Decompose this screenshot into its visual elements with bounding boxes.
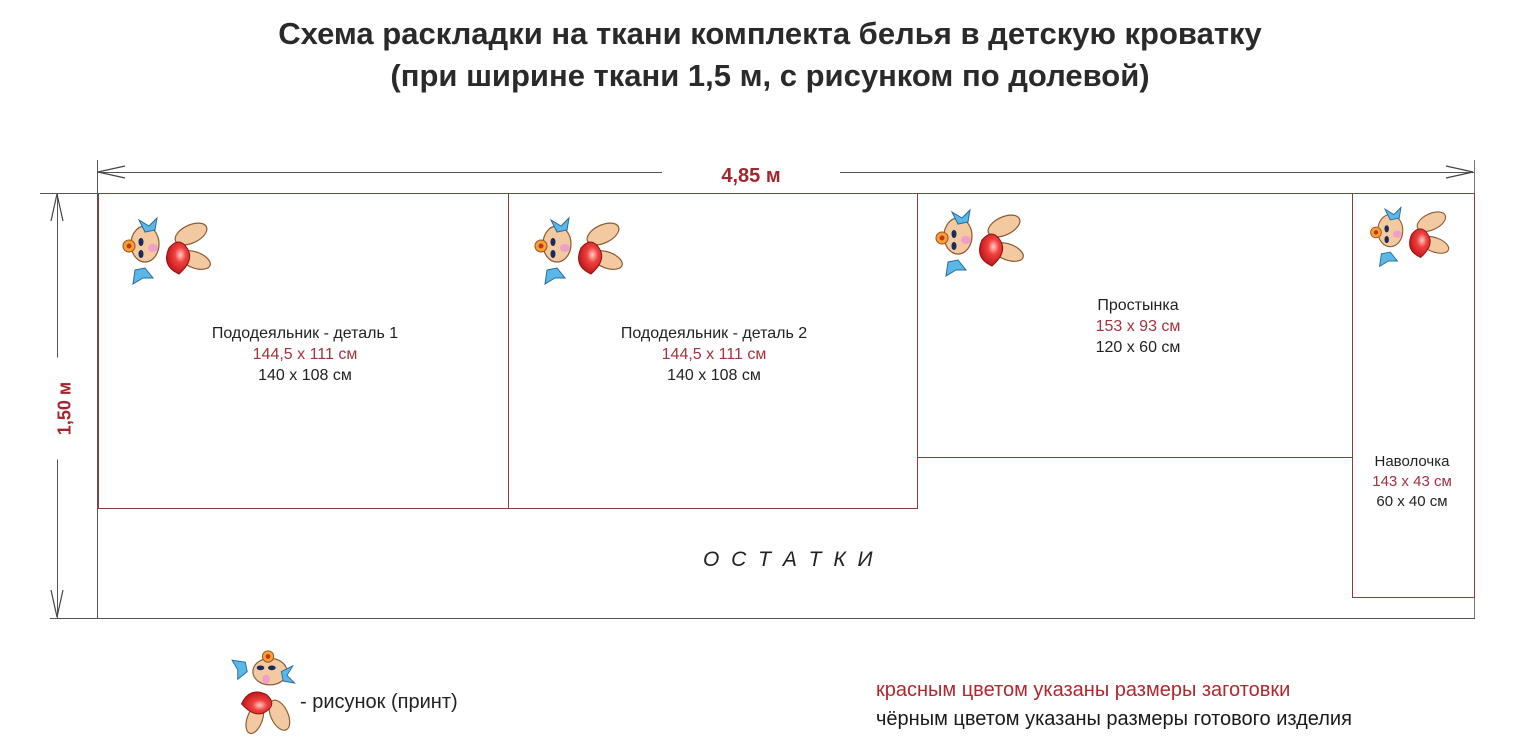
extension-line-left: [97, 160, 98, 618]
width-label: 1,50 м: [54, 357, 76, 460]
extension-line-top: [40, 193, 97, 194]
legend-black-note: чёрным цветом указаны размеры готового и…: [876, 708, 1352, 730]
arrow-right-icon: [1445, 165, 1474, 179]
legend-print-label: - рисунок (принт): [300, 691, 458, 713]
bunny-print-icon: [932, 204, 1027, 289]
piece-name: Наволочка: [1374, 453, 1450, 470]
piece-label-duvet-part1: Пододеяльник - деталь 1 144,5 x 111 см 1…: [212, 323, 398, 386]
bunny-print-icon: [119, 212, 214, 297]
leftovers-label: О С Т А Т К И: [703, 548, 876, 571]
finished-size: 120 x 60 см: [1095, 339, 1181, 356]
piece-label-duvet-part2: Пододеяльник - деталь 2 144,5 x 111 см 1…: [621, 323, 807, 386]
piece-pillowcase: [1352, 193, 1475, 598]
finished-size: 140 x 108 см: [667, 367, 761, 384]
arrow-down-icon: [50, 589, 64, 618]
cut-size: 143 x 43 см: [1372, 473, 1452, 490]
cut-size: 144,5 x 111 см: [252, 346, 358, 363]
piece-name: Пододеяльник - деталь 2: [620, 325, 808, 342]
piece-name: Пододеяльник - деталь 1: [211, 325, 399, 342]
fabric-bottom-edge: [50, 618, 1475, 619]
cut-size: 144,5 x 111 см: [661, 346, 767, 363]
legend-red-note: красным цветом указаны размеры заготовки: [876, 679, 1291, 701]
piece-label-pillowcase: Наволочка 143 x 43 см 60 x 40 см: [1372, 452, 1452, 512]
bunny-print-icon: [1367, 202, 1452, 278]
bunny-print-icon: [531, 212, 626, 297]
diagram-title-line1: Схема раскладки на ткани комплекта белья…: [278, 16, 1262, 51]
finished-size: 60 x 40 см: [1376, 493, 1448, 510]
finished-size: 140 x 108 см: [258, 367, 352, 384]
arrow-up-icon: [50, 193, 64, 222]
legend-bunny-print-icon: [216, 647, 304, 737]
piece-label-sheet: Простынка 153 x 93 см 120 x 60 см: [1096, 295, 1181, 358]
length-label: 4,85 м: [662, 165, 840, 188]
arrow-left-icon: [97, 165, 126, 179]
diagram-title-line2: (при ширине ткани 1,5 м, с рисунком по д…: [390, 58, 1150, 93]
piece-name: Простынка: [1097, 297, 1179, 314]
cut-size: 153 x 93 см: [1095, 318, 1181, 335]
